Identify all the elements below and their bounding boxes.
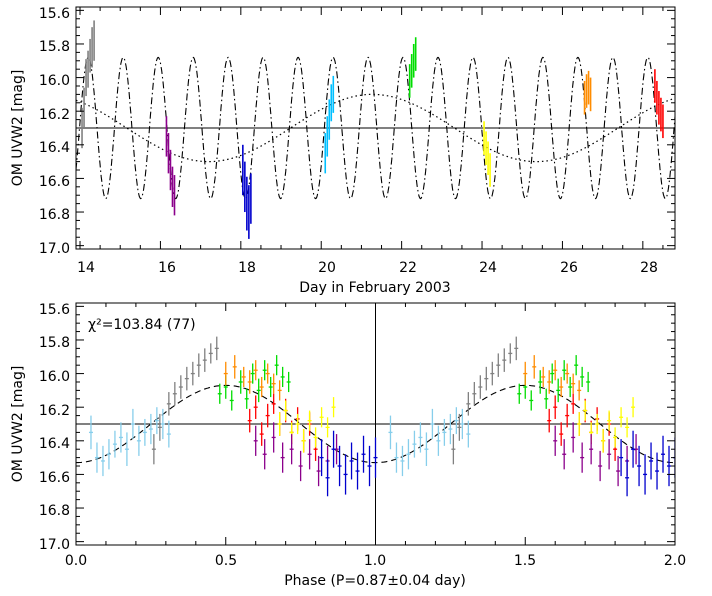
bottom-axis-ticks [75,303,676,545]
top-y-tick-label: 16.0 [39,73,70,89]
chi-square-annotation: χ²=103.84 (77) [88,317,196,333]
bottom-y-tick-label: 16.2 [39,403,70,419]
bottom-y-tick-label: 16.8 [39,503,70,519]
short-period-model-curve [76,56,675,200]
bottom-x-axis-label: Phase (P=0.87±0.04 day) [284,573,466,589]
bottom-x-tick-label: 1.0 [364,553,386,569]
bottom-panel: 0.0 0.5 1.0 1.5 2.0 15.6 15.8 16.0 16.2 … [10,302,686,589]
top-y-tick-labels: 15.6 15.8 16.0 16.2 16.4 16.6 16.8 17.0 [39,6,70,257]
top-y-tick-label: 17.0 [39,241,70,257]
top-x-tick-labels: 14 16 18 20 22 24 26 28 [77,260,658,276]
bottom-y-tick-label: 15.8 [39,335,70,351]
top-x-tick-label: 26 [560,260,578,276]
top-y-tick-label: 16.6 [39,174,70,190]
bottom-y-tick-label: 17.0 [39,537,70,553]
top-x-tick-label: 22 [399,260,417,276]
top-axis-ticks [76,7,675,249]
bottom-y-tick-label: 16.0 [39,369,70,385]
bottom-x-tick-label: 1.5 [514,553,536,569]
top-x-tick-label: 14 [77,260,95,276]
bottom-plot-area [76,303,675,545]
top-x-axis-label: Day in February 2003 [299,280,450,296]
top-y-tick-label: 16.4 [39,140,70,156]
top-x-tick-label: 16 [158,260,176,276]
top-x-tick-label: 28 [640,260,658,276]
top-y-tick-label: 15.6 [39,6,70,22]
top-plot-area [76,20,675,239]
top-y-tick-label: 16.8 [39,207,70,223]
bottom-y-tick-labels: 15.6 15.8 16.0 16.2 16.4 16.6 16.8 17.0 [39,302,70,553]
top-panel: 14 16 18 20 22 24 26 28 15.6 15.8 16.0 1… [10,6,676,296]
bottom-y-tick-label: 15.6 [39,302,70,318]
top-x-tick-label: 24 [479,260,497,276]
bottom-y-tick-label: 16.6 [39,470,70,486]
bottom-y-tick-label: 16.4 [39,436,70,452]
bottom-x-tick-label: 0.5 [215,553,237,569]
top-x-tick-label: 20 [318,260,336,276]
top-y-axis-label: OM UVW2 [mag] [10,70,26,187]
top-y-tick-label: 15.8 [39,39,70,55]
bottom-x-tick-label: 2.0 [664,553,686,569]
bottom-x-tick-labels: 0.0 0.5 1.0 1.5 2.0 [65,553,686,569]
top-y-tick-label: 16.2 [39,107,70,123]
bottom-y-axis-label: OM UVW2 [mag] [10,366,26,483]
bottom-x-tick-label: 0.0 [65,553,87,569]
top-x-tick-label: 18 [238,260,256,276]
